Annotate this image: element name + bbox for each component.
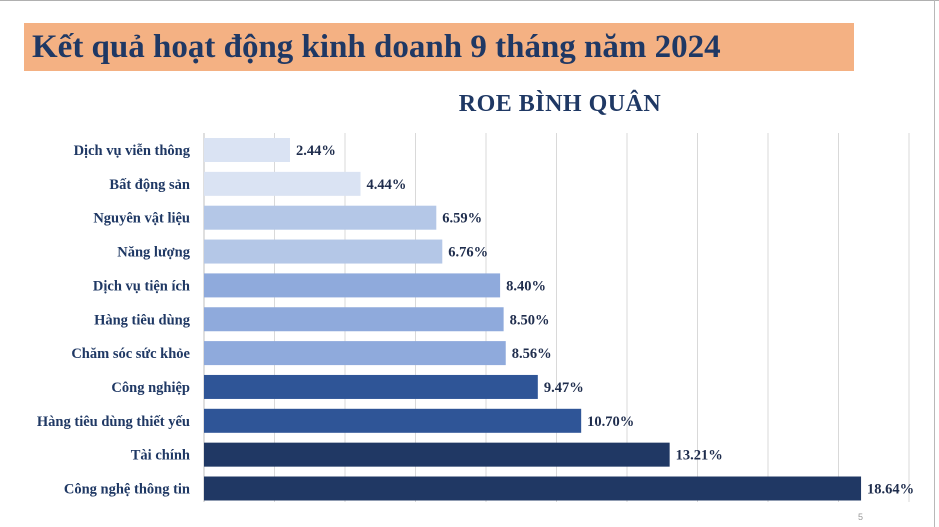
value-label: 6.59%: [442, 211, 482, 227]
value-label: 4.44%: [367, 177, 407, 193]
bar: [204, 476, 862, 501]
value-label: 8.56%: [512, 346, 552, 362]
value-label: 13.21%: [676, 448, 723, 464]
bar: [204, 408, 582, 433]
page-number: 5: [858, 512, 864, 522]
category-label: Bất động sản: [109, 177, 190, 193]
value-label: 10.70%: [587, 414, 634, 430]
category-label: Năng lượng: [117, 245, 190, 261]
bar: [204, 442, 670, 467]
bar: [204, 239, 443, 264]
value-label: 8.40%: [506, 278, 546, 294]
category-label: Tài chính: [131, 448, 190, 464]
value-label: 2.44%: [296, 143, 336, 159]
slide-title: Kết quả hoạt động kinh doanh 9 tháng năm…: [32, 28, 721, 65]
category-label: Công nghệ thông tin: [64, 482, 190, 498]
category-label: Công nghiệp: [111, 380, 190, 396]
bar: [204, 205, 437, 230]
value-label: 6.76%: [448, 245, 488, 261]
category-label: Nguyên vật liệu: [93, 211, 190, 227]
chart-title: ROE BÌNH QUÂN: [458, 91, 662, 117]
slide-right-border: [934, 0, 935, 527]
bar: [204, 171, 361, 196]
bar: [204, 374, 538, 399]
category-label: Hàng tiêu dùng: [94, 312, 191, 328]
category-label: Dịch vụ tiện ích: [93, 278, 190, 294]
category-label: Chăm sóc sức khỏe: [71, 346, 190, 362]
bar: [204, 341, 506, 366]
bar: [204, 138, 291, 162]
category-label: Hàng tiêu dùng thiết yếu: [37, 414, 190, 430]
slide-top-border: [0, 0, 939, 1]
category-label: Dịch vụ viễn thông: [74, 143, 191, 159]
title-banner: Kết quả hoạt động kinh doanh 9 tháng năm…: [24, 23, 854, 71]
value-label: 8.50%: [510, 312, 550, 328]
bar: [204, 307, 504, 332]
bar: [204, 273, 501, 298]
value-label: 9.47%: [544, 380, 584, 396]
value-label: 18.64%: [867, 482, 914, 498]
